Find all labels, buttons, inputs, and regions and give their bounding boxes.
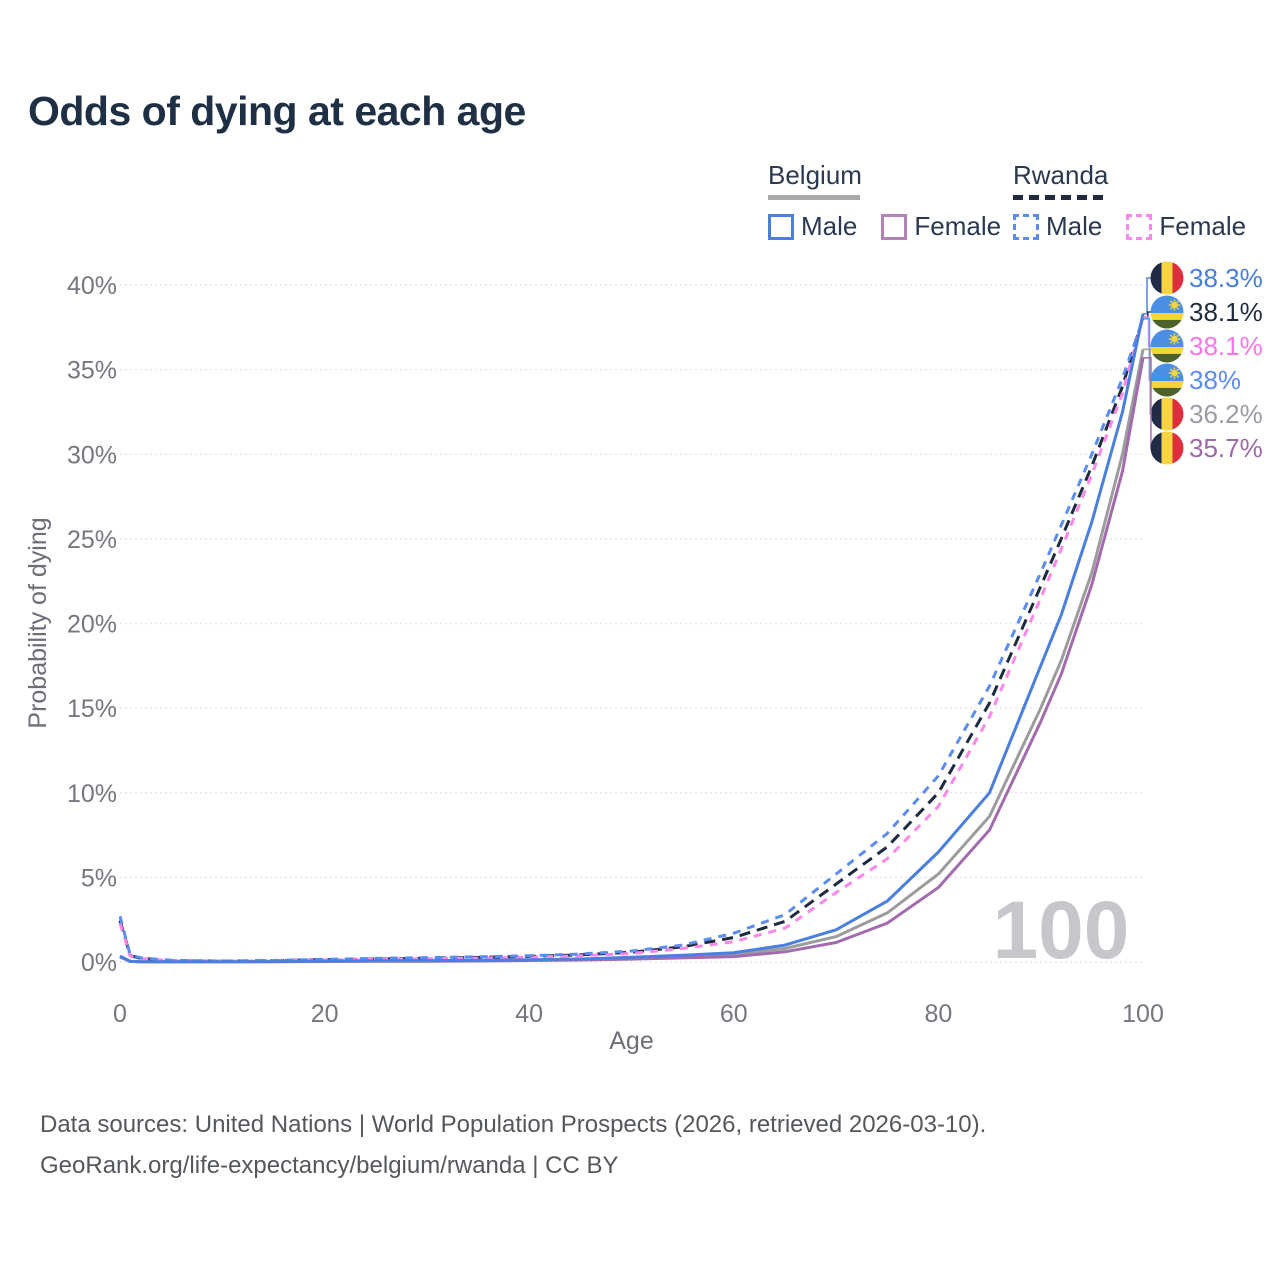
end-label-rwanda-male: 38% [1189,365,1241,395]
y-tick-5%: 5% [81,864,117,892]
series-line-rwanda-female [118,316,1145,963]
y-tick-30%: 30% [67,441,117,469]
legend-item-belgium-female: Female [881,211,1001,242]
y-tick-0%: 0% [81,949,117,977]
belgium-flag-icon [1150,397,1184,431]
y-tick-15%: 15% [67,695,117,723]
y-axis-title: Probability of dying [24,517,52,728]
belgium-flag-icon [1150,261,1184,295]
x-tick-40: 40 [515,1000,543,1028]
x-tick-80: 80 [924,1000,952,1028]
legend-country-rwanda: Rwanda [1013,160,1109,190]
legend-group-rwanda: Rwanda Male Female [1013,160,1246,242]
x-axis-title: Age [609,1027,653,1055]
footer-sources: Data sources: United Nations | World Pop… [40,1111,987,1138]
legend-label-belgium-female: Female [914,211,1002,241]
legend-item-belgium-male: Male [768,211,857,242]
legend-country-belgium: Belgium [768,160,862,190]
legend-item-rwanda-male: Male [1013,211,1102,242]
chart-title: Odds of dying at each age [28,88,526,134]
y-tick-20%: 20% [67,611,117,639]
legend-group-belgium: Belgium Male Female [768,160,1001,242]
legend-swatch-belgium-male [768,213,794,240]
series-line-rwanda [118,316,1145,963]
series-line-belgium [119,349,1145,964]
footer: Data sources: United Nations | World Pop… [40,1104,986,1186]
series-line-belgium-male [119,313,1145,964]
end-label-belgium-male: 38.3% [1189,263,1263,293]
y-tick-25%: 25% [67,526,117,554]
rwanda-flag-icon [1150,363,1184,397]
belgium-flag-icon [1150,431,1184,465]
legend-label-belgium-male: Male [801,211,858,241]
age-watermark: 100 [993,885,1130,976]
legend-items-rwanda: Male Female [1013,211,1246,242]
legend-label-rwanda-female: Female [1159,211,1247,241]
end-label-belgium-female: 35.7% [1189,433,1263,463]
y-tick-35%: 35% [67,357,117,385]
legend-swatch-belgium-female [881,213,908,240]
x-tick-100: 100 [1122,1000,1164,1028]
rwanda-flag-icon [1150,295,1184,329]
end-label-rwanda-female: 38.1% [1189,331,1263,361]
legend-swatch-rwanda-female [1126,213,1153,240]
y-tick-10%: 10% [67,780,117,808]
x-tick-60: 60 [720,1000,748,1028]
series-line-rwanda-male [118,318,1145,963]
rwanda-flag-icon [1150,329,1184,363]
series-line-belgium-female [119,357,1145,964]
x-tick-20: 20 [311,1000,339,1028]
legend-swatch-rwanda-male [1013,213,1039,240]
legend-line-sample-rwanda [1013,195,1103,200]
x-tick-0: 0 [113,1000,127,1028]
legend-label-rwanda-male: Male [1046,211,1103,241]
leader-line-belgium-male [1143,277,1151,315]
end-label-belgium: 36.2% [1189,399,1263,429]
legend-items-belgium: Male Female [768,211,1001,242]
legend-line-sample-belgium [768,195,860,200]
y-tick-40%: 40% [67,272,117,300]
legend-item-rwanda-female: Female [1126,211,1246,242]
footer-attribution: GeoRank.org/life-expectancy/belgium/rwan… [40,1152,619,1179]
end-label-rwanda: 38.1% [1189,297,1263,327]
